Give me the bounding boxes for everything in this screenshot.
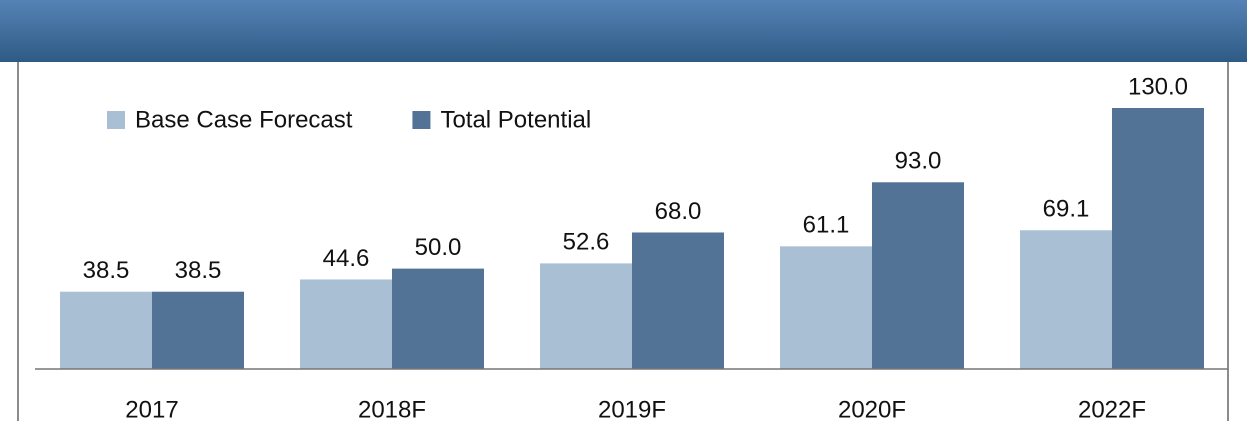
legend-label: Total Potential xyxy=(440,106,591,133)
bar xyxy=(300,279,392,369)
bar xyxy=(60,291,152,369)
x-tick-label: 2018F xyxy=(358,396,426,421)
value-label: 44.6 xyxy=(323,245,370,272)
value-label: 61.1 xyxy=(803,212,850,239)
bar xyxy=(632,232,724,369)
value-label: 68.0 xyxy=(655,198,702,225)
value-label: 38.5 xyxy=(175,257,222,284)
legend-label: Base Case Forecast xyxy=(135,106,353,133)
value-label: 130.0 xyxy=(1128,73,1188,100)
bar xyxy=(540,263,632,369)
bar xyxy=(1112,108,1204,369)
x-tick-label: 2022F xyxy=(1078,396,1146,421)
legend-swatch xyxy=(107,111,125,129)
value-label: 52.6 xyxy=(563,229,610,256)
bar xyxy=(152,291,244,369)
bar xyxy=(392,268,484,369)
x-tick-label: 2017 xyxy=(125,396,178,421)
x-tick-label: 2019F xyxy=(598,396,666,421)
header-bar xyxy=(0,0,1247,62)
value-label: 50.0 xyxy=(415,234,462,261)
bar xyxy=(780,246,872,369)
value-label: 38.5 xyxy=(83,257,130,284)
bar xyxy=(1020,230,1112,369)
bar xyxy=(872,182,964,369)
value-label: 93.0 xyxy=(895,148,942,175)
legend-swatch xyxy=(412,111,431,129)
x-tick-label: 2020F xyxy=(838,396,906,421)
value-label: 69.1 xyxy=(1043,196,1090,223)
